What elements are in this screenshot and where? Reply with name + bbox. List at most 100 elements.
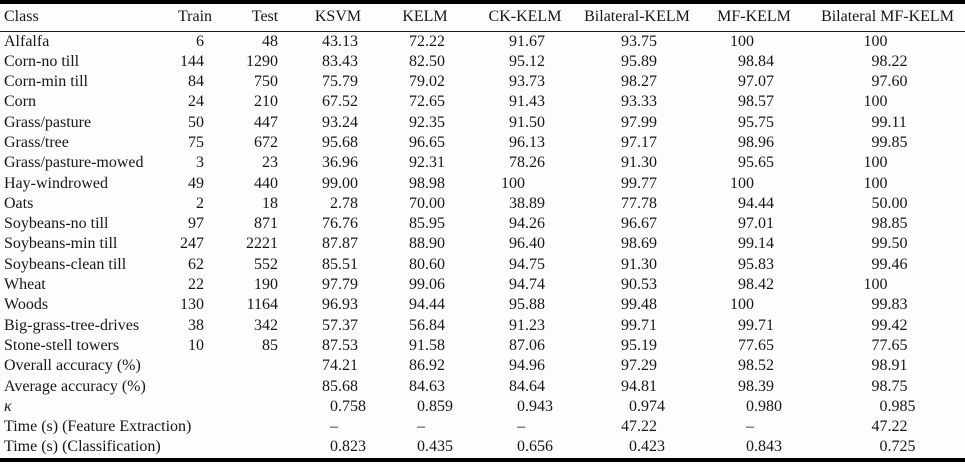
value-cell: 93.24 [322,113,358,131]
value-cell: 98.22 [871,52,908,70]
value-cell: 750 [254,73,278,91]
table-row: Oats 2 18 2.78 70.00 38.89 77.78 94.44 50.00 [0,194,965,214]
value-cell: 0.985 [879,397,916,415]
table-row: Time (s) (Feature Extraction) – – – 47.22 – 47… [0,417,965,437]
column-header-train: Train [160,2,230,32]
value-cell: 95.65 [738,154,774,172]
value-cell [230,397,300,417]
value-cell: 96.67 [621,215,657,233]
value-cell: 99.83 [871,296,908,314]
row-label-cell: Time (s) (Classification) [4,438,161,456]
value-cell: 36.96 [322,154,358,172]
value-cell: 0.943 [517,397,553,415]
value-cell: 96.65 [409,133,445,151]
value-cell: 98.27 [621,73,657,91]
value-cell: 100 [863,276,888,294]
value-cell: 95.75 [738,113,774,131]
value-cell: – [517,418,525,436]
value-cell [230,377,300,397]
value-cell [160,377,230,397]
value-cell: 0.758 [330,397,366,415]
table-body: Alfalfa 6 48 43.13 72.22 91.67 93.75 100 100 Corn… [0,31,965,460]
value-cell: 75.79 [322,73,358,91]
value-cell: 98.69 [621,235,657,253]
value-cell: 98.96 [738,133,774,151]
value-cell: 72.65 [409,93,445,111]
value-cell: 79.02 [409,73,445,91]
value-cell: 97.17 [621,133,657,151]
value-cell: 96.40 [509,235,545,253]
row-label-cell: Big-grass-tree-drives [4,316,140,334]
row-label-cell: Time (s) (Feature Extraction) [4,418,192,436]
value-cell: 95.19 [621,336,657,354]
value-cell: 99.14 [738,235,774,253]
row-label-cell: κ [4,397,12,415]
value-cell: 3 [196,154,204,172]
value-cell: 56.84 [409,316,445,334]
value-cell: 84.64 [509,377,545,395]
value-cell: 99.71 [621,316,657,334]
column-header-test: Test [230,2,300,32]
value-cell: 88.90 [409,235,445,253]
value-cell: 98.39 [738,377,774,395]
row-label-cell: Stone-stell towers [4,336,120,354]
table-row: Soybeans-min till 247 2221 87.87 88.90 96.40 9… [0,234,965,254]
value-cell: 87.53 [322,336,358,354]
value-cell: 99.71 [738,316,774,334]
value-cell: 2.78 [330,194,358,212]
value-cell: 74.21 [322,357,358,375]
value-cell: 100 [730,32,754,50]
table-row: Corn-no till 144 1290 83.43 82.50 95.12 95.89 9… [0,52,965,72]
value-cell: 95.88 [509,296,545,314]
value-cell: 94.81 [621,377,657,395]
value-cell: 100 [730,296,754,314]
table-header: Class Train Test KSVM KELM CK-KELM Bilat… [0,2,965,32]
row-label-cell: Corn-no till [4,52,80,70]
row-label-cell: Grass/pasture [4,113,92,131]
value-cell: 100 [863,154,888,172]
value-cell: 94.74 [509,276,545,294]
value-cell: 94.44 [738,194,774,212]
value-cell: 98.57 [738,93,774,111]
value-cell: 91.58 [409,336,445,354]
value-cell: 342 [254,316,278,334]
value-cell: 87.87 [322,235,358,253]
table-row: Big-grass-tree-drives 38 342 57.37 56.84 91.2… [0,316,965,336]
value-cell: 10 [188,336,204,354]
value-cell: 95.89 [621,52,657,70]
value-cell: 98.52 [738,357,774,375]
value-cell: 94.26 [509,215,545,233]
value-cell: 94.44 [409,296,445,314]
value-cell [230,356,300,376]
row-label-cell: Grass/pasture-mowed [4,154,144,172]
value-cell: 62 [188,255,204,273]
value-cell: 144 [180,52,204,70]
value-cell: 94.96 [509,357,545,375]
value-cell: 85.68 [322,377,358,395]
value-cell: 78.26 [509,154,545,172]
column-header-ksvm: KSVM [300,2,376,32]
value-cell: 1164 [246,296,278,314]
value-cell: 22 [188,276,204,294]
value-cell: 47.22 [871,418,908,436]
table-row: Overall accuracy (%) 74.21 86.92 94.96 97.29… [0,356,965,376]
value-cell: 100 [863,93,888,111]
value-cell: 0.435 [417,438,453,456]
value-cell: 672 [254,133,278,151]
column-header-ck-kelm: CK-KELM [474,2,576,32]
value-cell: 47.22 [621,418,657,436]
column-header-bilateral-mf-kelm: Bilateral MF-KELM [810,2,965,32]
value-cell: 67.52 [322,93,358,111]
value-cell: – [746,418,754,436]
value-cell: 84 [188,73,204,91]
value-cell: 1290 [246,52,278,70]
value-cell: 98.75 [871,377,908,395]
header-row: Class Train Test KSVM KELM CK-KELM Bilat… [0,2,965,32]
value-cell: 97.29 [621,357,657,375]
value-cell: 0.423 [629,438,665,456]
value-cell: 72.22 [409,32,445,50]
table-row: Time (s) (Classification) 0.823 0.435 0.656… [0,437,965,459]
value-cell: 0.980 [746,397,782,415]
value-cell: 94.75 [509,255,545,273]
table-row: Soybeans-no till 97 871 76.76 85.95 94.26 96.6… [0,214,965,234]
